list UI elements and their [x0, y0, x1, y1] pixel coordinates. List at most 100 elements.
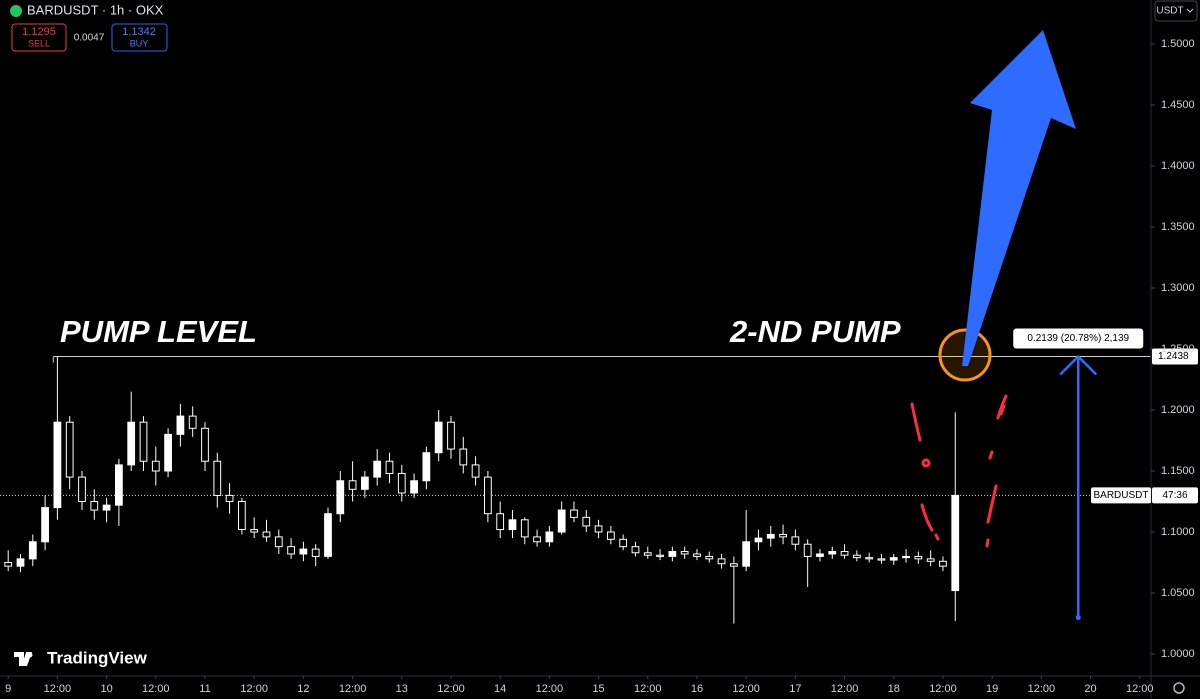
y-tick-label: 1.2000 — [1161, 404, 1195, 416]
x-tick-label: 12:00 — [634, 683, 662, 695]
candle-body — [865, 557, 874, 560]
candle-body — [680, 551, 689, 555]
x-tick-label: 12:00 — [240, 683, 268, 695]
candle-body — [742, 541, 751, 567]
candle-body — [361, 476, 369, 490]
x-tick-label: 12:00 — [339, 683, 367, 695]
candle-body — [373, 460, 382, 478]
candle-body — [705, 555, 714, 560]
scribbles — [910, 394, 1008, 548]
x-tick-label: 19 — [986, 683, 998, 695]
settings-icon[interactable] — [1173, 682, 1185, 694]
candle-body — [471, 464, 480, 478]
candle-body — [139, 421, 148, 462]
candle-body — [693, 553, 701, 557]
x-tick-label: 12:00 — [437, 683, 465, 695]
candle-body — [459, 448, 468, 466]
sell-price: 1.1295 — [22, 26, 56, 38]
candle-body — [78, 476, 86, 503]
candle-body — [508, 519, 517, 531]
y-tick-label: 1.0000 — [1161, 648, 1195, 660]
candle-body — [803, 543, 812, 557]
x-tick-label: 15 — [592, 683, 604, 695]
candle-body — [828, 551, 837, 555]
candle-body — [324, 513, 332, 557]
x-tick-label: 12:00 — [536, 683, 564, 695]
candle-body — [385, 460, 394, 474]
x-tick-label: 17 — [789, 683, 801, 695]
candle-body — [816, 553, 824, 557]
candle-body — [164, 433, 172, 472]
scribble — [985, 484, 998, 548]
candle-body — [766, 533, 775, 539]
candle-body — [914, 555, 923, 560]
brand: TradingView — [47, 648, 148, 667]
candle-body — [447, 421, 455, 450]
candle-body — [262, 531, 271, 538]
currency: USDT — [1156, 6, 1183, 17]
candle-body — [65, 421, 74, 478]
x-tick-label: 12:00 — [142, 683, 170, 695]
currency-dropdown[interactable] — [1154, 0, 1198, 22]
symbol-tag-label: BARDUSDT — [1093, 490, 1148, 501]
candle-body — [779, 533, 787, 538]
y-tick-label: 1.1500 — [1161, 465, 1195, 477]
scribble — [921, 458, 931, 468]
candle-body — [238, 501, 246, 531]
scribble — [988, 450, 994, 460]
x-tick-label: 18 — [888, 683, 900, 695]
candle-body — [250, 529, 259, 533]
pump-level-label: 1.2438 — [1158, 351, 1189, 362]
x-tick-label: 12 — [297, 683, 309, 695]
x-tick-label: 9 — [5, 683, 11, 695]
scribble — [996, 394, 1008, 420]
candle-body — [619, 538, 628, 548]
candle-body — [201, 427, 209, 462]
candle-body — [729, 563, 738, 567]
sell-label: SELL — [28, 38, 50, 48]
candle-body — [41, 507, 49, 543]
countdown-label: 47:36 — [1162, 490, 1187, 501]
x-tick-label: 13 — [396, 683, 408, 695]
candle-body — [311, 548, 320, 557]
candle-body — [225, 494, 234, 503]
y-tick-label: 1.1000 — [1161, 526, 1195, 538]
spread: 0.0047 — [74, 33, 105, 44]
candle-body — [4, 562, 13, 567]
sell-button[interactable] — [11, 23, 67, 52]
y-tick-label: 1.5000 — [1161, 38, 1195, 50]
candle-body — [28, 541, 37, 560]
symbol-icon — [10, 5, 22, 17]
overlay: 1.2438 BARDUSDT 47:36 0.2139 (20.78%) 2,139 — [1013, 328, 1198, 621]
scribble — [920, 503, 940, 541]
candle-body — [410, 480, 418, 494]
measure-label: 0.2139 (20.78%) 2,139 — [1027, 333, 1129, 344]
brand-logo-dot — [27, 652, 33, 658]
candle-body — [102, 504, 111, 511]
x-tick-label: 16 — [691, 683, 703, 695]
scribble — [910, 402, 922, 442]
x-tick-label: 10 — [100, 683, 112, 695]
candle-body — [176, 415, 185, 435]
candle-body — [545, 531, 554, 543]
candle-body — [631, 546, 640, 554]
candle-body — [889, 557, 898, 561]
x-tick-label: 12:00 — [929, 683, 957, 695]
candle-body — [16, 558, 25, 567]
annotation: 2-ND PUMP — [729, 314, 901, 349]
candle-body — [606, 531, 615, 540]
candle-body — [115, 464, 123, 506]
candle-body — [188, 415, 197, 429]
measure-box — [1013, 328, 1144, 349]
candle-body — [151, 460, 160, 472]
candle-body — [287, 546, 295, 555]
y-tick-label: 1.3500 — [1161, 221, 1195, 233]
x-tick-label: 20 — [1084, 683, 1096, 695]
buy-button[interactable] — [111, 23, 168, 52]
candle-body — [274, 536, 283, 548]
candle-body — [840, 551, 849, 556]
candle-body — [422, 452, 431, 482]
candle-body — [877, 558, 886, 561]
candle-body — [717, 558, 726, 565]
